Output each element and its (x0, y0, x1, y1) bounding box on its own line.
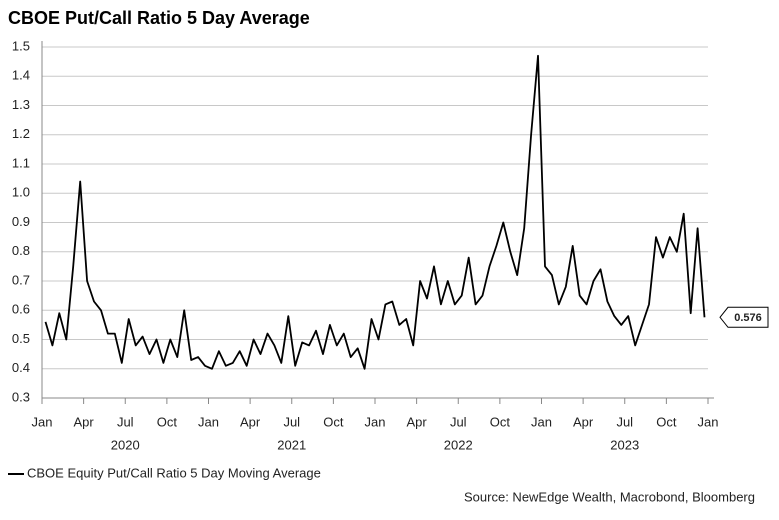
x-tick-label: Apr (573, 414, 594, 429)
x-tick-label: Jul (117, 414, 134, 429)
last-value-box (719, 306, 769, 328)
x-tick-label: Jul (616, 414, 633, 429)
y-tick-label: 1.5 (12, 38, 30, 53)
source: Source: NewEdge Wealth, Macrobond, Bloom… (464, 489, 755, 504)
x-tick-label: Jan (32, 414, 53, 429)
y-tick-label: 0.3 (12, 389, 30, 404)
x-tick-label: Apr (407, 414, 428, 429)
x-tick-label: Oct (157, 414, 178, 429)
x-tick-label: Oct (323, 414, 344, 429)
legend-label: CBOE Equity Put/Call Ratio 5 Day Moving … (27, 465, 321, 480)
x-year-label: 2023 (610, 437, 639, 452)
y-tick-label: 1.0 (12, 185, 30, 200)
x-year-label: 2021 (277, 437, 306, 452)
x-tick-label: Oct (656, 414, 677, 429)
y-tick-label: 1.2 (12, 126, 30, 141)
y-tick-label: 1.1 (12, 155, 30, 170)
y-tick-label: 0.6 (12, 302, 30, 317)
x-tick-label: Jul (283, 414, 300, 429)
y-tick-label: 1.3 (12, 97, 30, 112)
x-tick-label: Jul (450, 414, 467, 429)
y-tick-label: 0.5 (12, 331, 30, 346)
y-tick-label: 0.4 (12, 360, 30, 375)
last-value-label: 0.576 (734, 312, 762, 324)
y-tick-label: 0.7 (12, 272, 30, 287)
x-tick-label: Jan (198, 414, 219, 429)
y-tick-label: 0.9 (12, 214, 30, 229)
x-tick-label: Apr (74, 414, 95, 429)
x-tick-label: Apr (240, 414, 261, 429)
chart-title: CBOE Put/Call Ratio 5 Day Average (8, 8, 310, 28)
x-tick-label: Jan (698, 414, 719, 429)
x-year-label: 2020 (111, 437, 140, 452)
x-tick-label: Jan (365, 414, 386, 429)
y-tick-label: 1.4 (12, 68, 30, 83)
x-year-label: 2022 (444, 437, 473, 452)
data-line (44, 54, 706, 370)
y-tick-label: 0.8 (12, 243, 30, 258)
x-tick-label: Jan (531, 414, 552, 429)
x-tick-label: Oct (490, 414, 511, 429)
